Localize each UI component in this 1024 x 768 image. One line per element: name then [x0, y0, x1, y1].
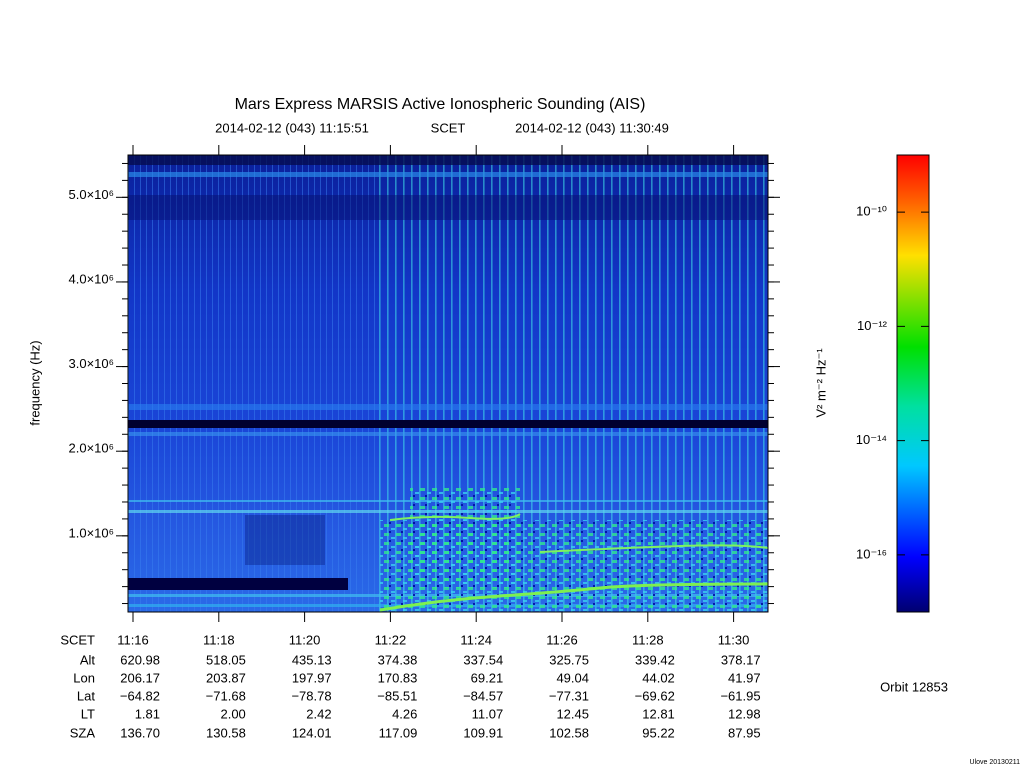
ephemeris-row-label: LT: [81, 706, 95, 721]
ephemeris-value: 339.42: [635, 652, 675, 667]
time-system: SCET: [431, 120, 466, 135]
ephemeris-value: −61.95: [720, 688, 760, 703]
x-tick-label: 11:22: [375, 632, 407, 647]
ephemeris-value: 95.22: [642, 725, 675, 740]
ephemeris-value: 206.17: [120, 670, 160, 685]
y-axis-label: frequency (Hz): [27, 340, 42, 425]
ephemeris-value: 41.97: [728, 670, 761, 685]
y-tick-label: 5.0×10⁶: [69, 187, 114, 202]
ephemeris-value: 435.13: [292, 652, 332, 667]
ephemeris-value: 124.01: [292, 725, 332, 740]
ephemeris-value: −64.82: [120, 688, 160, 703]
ephemeris-value: 109.91: [463, 725, 503, 740]
ephemeris-value: −85.51: [377, 688, 417, 703]
spectrogram-image: [128, 155, 769, 612]
chart-title: Mars Express MARSIS Active Ionospheric S…: [235, 96, 646, 113]
time-end: 2014-02-12 (043) 11:30:49: [515, 120, 669, 135]
ephemeris-row-label: SCET: [60, 632, 95, 647]
ephemeris-value: 136.70: [120, 725, 160, 740]
ephemeris-value: −77.31: [549, 688, 589, 703]
ephemeris-value: 4.26: [392, 706, 417, 721]
ephemeris-value: −69.62: [635, 688, 675, 703]
ephemeris-value: 44.02: [642, 670, 675, 685]
ephemeris-value: 378.17: [721, 652, 761, 667]
x-tick-label: 11:28: [632, 632, 664, 647]
x-tick-label: 11:26: [546, 632, 578, 647]
ephemeris-value: 11.07: [472, 706, 504, 721]
ephemeris-value: 102.58: [549, 725, 589, 740]
colorbar-tick-label: 10⁻¹⁶: [856, 546, 887, 561]
x-tick-label: 11:24: [460, 632, 492, 647]
ephemeris-value: −84.57: [463, 688, 503, 703]
ephemeris-row-label: Lat: [77, 688, 95, 703]
ephemeris-row-label: SZA: [70, 725, 96, 740]
colorbar-label: V² m⁻² Hz⁻¹: [813, 348, 828, 418]
ephemeris-value: 518.05: [206, 652, 246, 667]
credit: Ulove 20130211: [970, 759, 1021, 766]
ephemeris-value: 69.21: [471, 670, 504, 685]
y-tick-label: 3.0×10⁶: [69, 356, 114, 371]
y-tick-label: 2.0×10⁶: [69, 441, 114, 456]
ephemeris-value: 337.54: [463, 652, 503, 667]
ephemeris-value: 12.81: [642, 706, 675, 721]
ephemeris-value: 170.83: [378, 670, 418, 685]
ephemeris-row-label: Alt: [80, 652, 96, 667]
ephemeris-value: 130.58: [206, 725, 246, 740]
ephemeris-value: 374.38: [378, 652, 418, 667]
y-tick-label: 1.0×10⁶: [69, 525, 114, 540]
colorbar-tick-label: 10⁻¹⁰: [856, 204, 887, 219]
ephemeris-value: 203.87: [206, 670, 246, 685]
ephemeris-value: 49.04: [556, 670, 589, 685]
colorbar-tick-label: 10⁻¹²: [857, 318, 888, 333]
ephemeris-value: 87.95: [728, 725, 761, 740]
ephemeris-value: −78.78: [291, 688, 331, 703]
ephemeris-value: 620.98: [120, 652, 160, 667]
ephemeris-value: 12.45: [556, 706, 589, 721]
ephemeris-value: 117.09: [379, 725, 418, 740]
ephemeris-value: −71.68: [206, 688, 246, 703]
colorbar-tick-label: 10⁻¹⁴: [856, 432, 887, 447]
x-tick-label: 11:18: [203, 632, 235, 647]
x-tick-label: 11:30: [718, 632, 750, 647]
ephemeris-value: 325.75: [549, 652, 589, 667]
x-tick-label: 11:20: [289, 632, 321, 647]
y-tick-label: 4.0×10⁶: [69, 271, 114, 286]
ephemeris-value: 2.00: [220, 706, 245, 721]
ephemeris-value: 1.81: [135, 706, 160, 721]
time-start: 2014-02-12 (043) 11:15:51: [215, 120, 369, 135]
ephemeris-value: 197.97: [292, 670, 332, 685]
ephemeris-value: 12.98: [728, 706, 761, 721]
ephemeris-value: 2.42: [306, 706, 331, 721]
x-tick-label: 11:16: [117, 632, 149, 647]
ephemeris-row-label: Lon: [73, 670, 95, 685]
colorbar: [896, 154, 930, 613]
orbit-label: Orbit 12853: [880, 679, 948, 694]
